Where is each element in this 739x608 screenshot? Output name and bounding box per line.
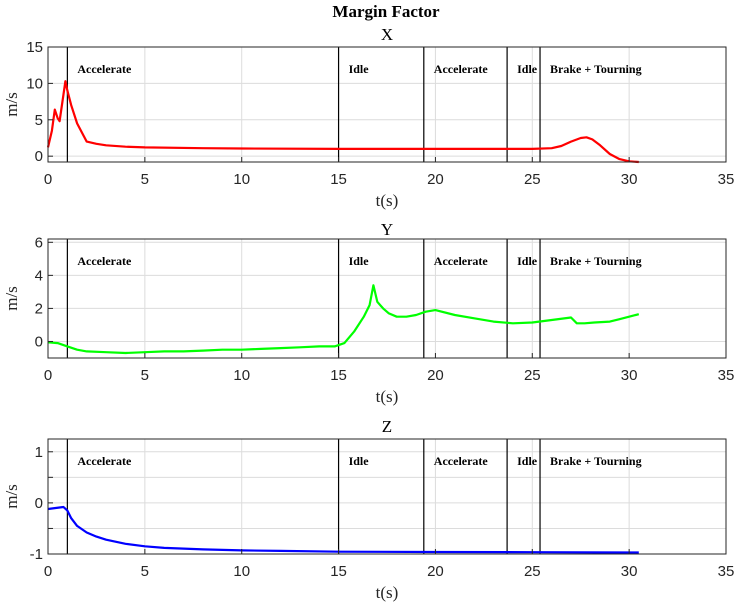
y-tick-label: 0 [35,148,43,165]
phase-label: Idle [349,62,370,76]
x-tick-label: 25 [524,367,541,384]
series-line-y [47,284,640,355]
x-axis-label: t(s) [376,191,399,210]
subplot-z: Accelerate Idle Accelerate Idle Brake + Tour… [2,417,734,602]
axes-frame [47,238,727,359]
axes-frame [47,46,727,163]
subplot-title: X [381,25,393,44]
x-tick-label: 0 [44,171,52,188]
series-line-z [47,505,639,554]
y-tick-label: -1 [30,546,43,563]
figure-title: Margin Factor [332,2,440,21]
x-tick-label: 35 [718,563,735,580]
x-tick-label: 35 [718,171,735,188]
y-tick-label: 0 [35,495,43,512]
y-tick-label: 4 [35,267,43,284]
phase-label: Idle [349,254,370,268]
subplot-title: Z [382,417,392,436]
phase-label: Idle [349,454,370,468]
x-tick-label: 5 [141,171,149,188]
x-tick-label: 15 [330,563,347,580]
subplot-x: Accelerate Idle Accelerate Idle Brake + Tour… [2,25,734,210]
subplot-y: Accelerate Idle Accelerate Idle Brake + Tour… [2,220,734,406]
subplot-title: Y [381,220,393,239]
x-tick-label: 15 [330,171,347,188]
x-tick-label: 10 [233,367,250,384]
y-tick-label: 0 [35,333,43,350]
x-axis-label: t(s) [376,387,399,406]
y-tick-label: 15 [26,39,43,56]
plot-area [48,239,726,358]
x-tick-label: 10 [233,171,250,188]
x-tick-label: 25 [524,171,541,188]
y-tick-label: 2 [35,300,43,317]
x-tick-label: 15 [330,367,347,384]
x-tick-label: 25 [524,563,541,580]
y-axis-label: m/s [2,92,21,117]
y-axis-label: m/s [2,484,21,509]
subplots: Accelerate Idle Accelerate Idle Brake + Tour… [2,25,734,602]
phase-label: Brake + Tourning [550,62,642,76]
plot-area [48,439,726,554]
axes-frame [47,438,727,555]
x-tick-label: 5 [141,563,149,580]
x-tick-label: 20 [427,171,444,188]
x-axis-label: t(s) [376,583,399,602]
phase-label: Accelerate [77,454,132,468]
x-tick-label: 35 [718,367,735,384]
x-tick-label: 20 [427,563,444,580]
phase-label: Brake + Tourning [550,454,642,468]
phase-label: Accelerate [77,62,132,76]
x-tick-label: 30 [621,171,638,188]
y-tick-label: 10 [26,75,43,92]
phase-label: Accelerate [77,254,132,268]
plot-area [48,47,726,162]
phase-label: Accelerate [434,454,489,468]
x-tick-label: 5 [141,367,149,384]
series-line-x [46,80,639,164]
y-axis-label: m/s [2,286,21,311]
y-tick-label: 1 [35,444,43,461]
y-tick-label: 5 [35,112,43,129]
phase-label: Brake + Tourning [550,254,642,268]
x-tick-label: 30 [621,563,638,580]
x-tick-label: 0 [44,367,52,384]
phase-label: Idle [517,454,538,468]
phase-label: Idle [517,254,538,268]
y-tick-label: 6 [35,234,43,251]
x-tick-label: 30 [621,367,638,384]
x-tick-label: 20 [427,367,444,384]
phase-label: Accelerate [434,254,489,268]
x-tick-label: 10 [233,563,250,580]
phase-label: Accelerate [434,62,489,76]
x-tick-label: 0 [44,563,52,580]
phase-label: Idle [517,62,538,76]
